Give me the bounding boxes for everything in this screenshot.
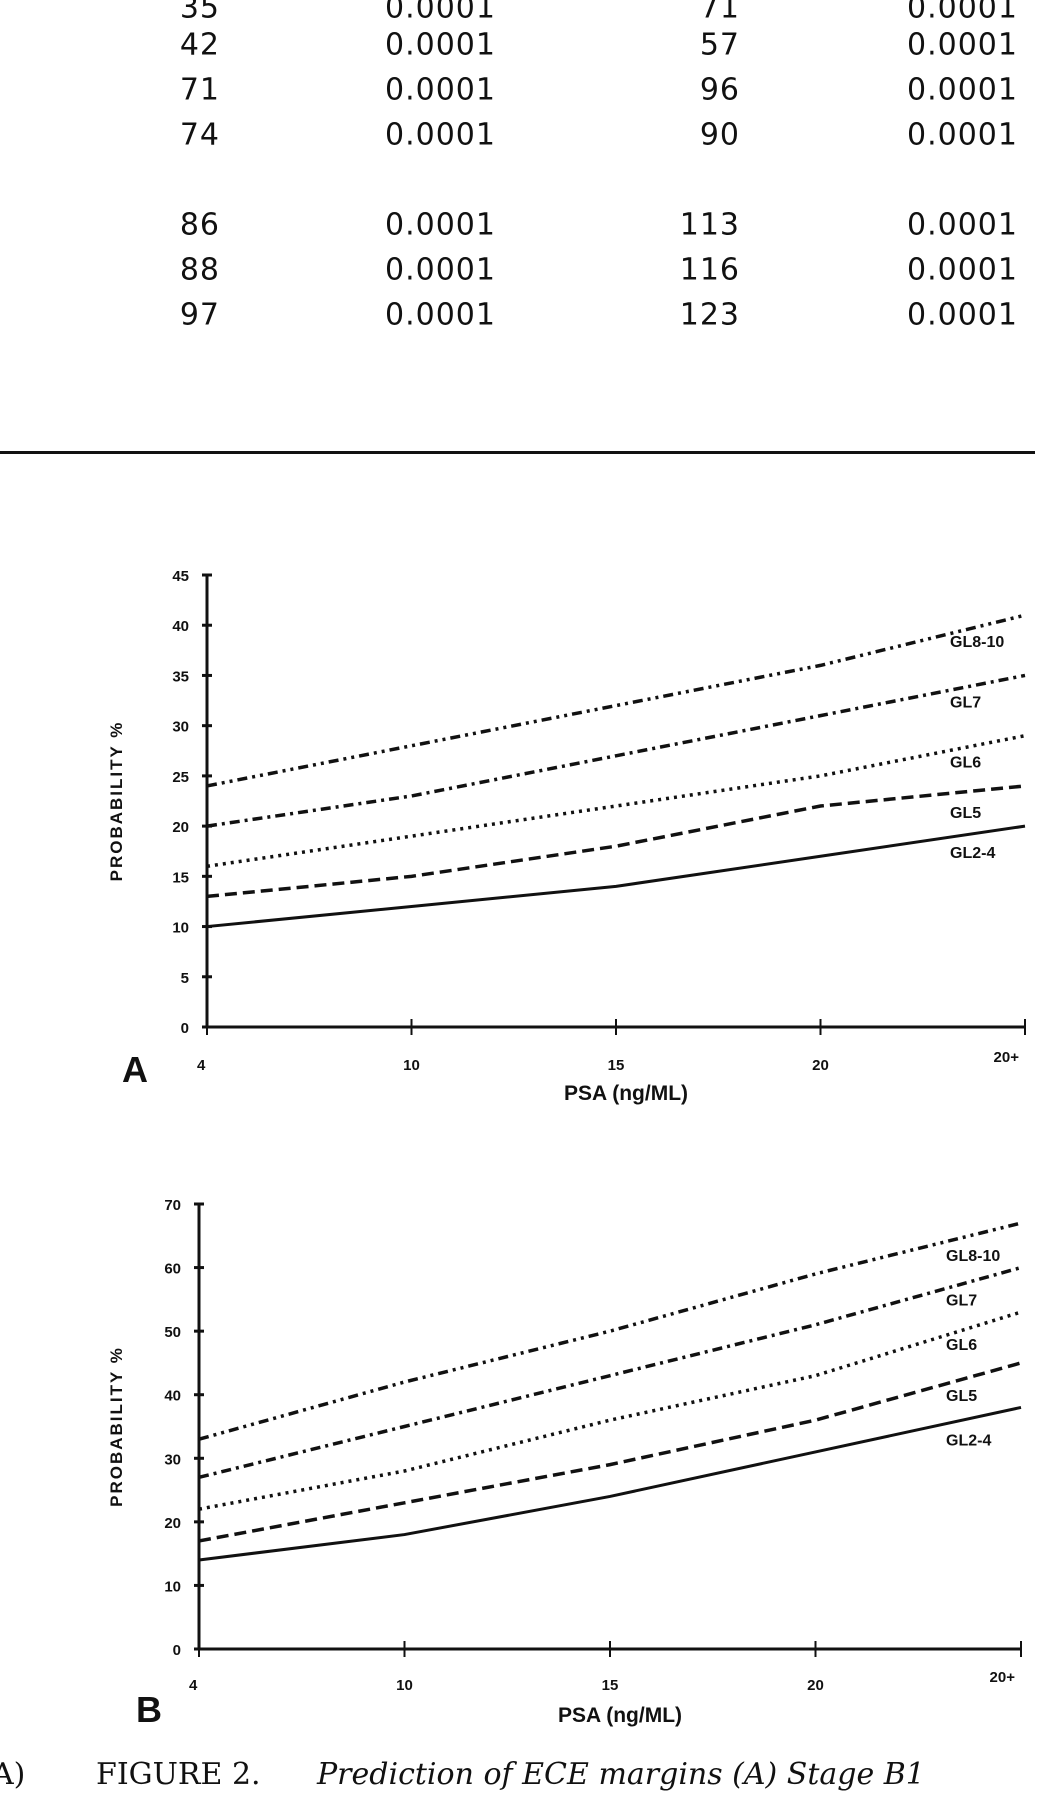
- x-tick-label: 4: [189, 1677, 198, 1694]
- x-tick-label: 15: [608, 1057, 625, 1074]
- x-tick-label: 10: [396, 1677, 413, 1694]
- table-cell: 0.0001: [385, 27, 496, 63]
- series-label: GL2-4: [946, 1432, 991, 1449]
- series-label: GL8-10: [950, 634, 1004, 651]
- y-tick-label: 50: [164, 1324, 181, 1341]
- table-cell: 90: [699, 117, 740, 153]
- y-tick-label: 70: [164, 1197, 181, 1214]
- series-label: GL5: [946, 1388, 977, 1405]
- x-tick-label: 4: [197, 1057, 206, 1074]
- table-cell: 88: [179, 252, 220, 288]
- y-tick-label: 35: [172, 668, 189, 685]
- table-cell: 0.0001: [907, 72, 1018, 108]
- y-axis-title: PROBABILITY %: [107, 721, 126, 882]
- series-line-gl7: [206, 673, 1026, 828]
- series-line-gl2-4: [198, 1405, 1022, 1562]
- y-tick-label: 0: [181, 1020, 189, 1037]
- y-tick-label: 5: [181, 970, 189, 987]
- y-tick-label: 0: [173, 1642, 181, 1659]
- series-label: GL7: [950, 694, 981, 711]
- series-label: GL7: [946, 1293, 977, 1310]
- table-cell: 0.0001: [385, 72, 496, 108]
- y-axis-title: PROBABILITY %: [107, 1346, 126, 1507]
- y-tick-label: 10: [172, 920, 189, 937]
- series-label: GL2-4: [950, 845, 995, 862]
- table-cell: 0.0001: [385, 207, 496, 243]
- table-cell: 123: [679, 297, 740, 333]
- series-line-gl8-10: [198, 1221, 1022, 1441]
- series-line-gl7: [198, 1265, 1022, 1480]
- table-cell: 35: [179, 0, 220, 26]
- figure-label: FIGURE 2.: [96, 1757, 261, 1792]
- series-label: GL8-10: [946, 1248, 1000, 1265]
- table-cell: 0.0001: [385, 297, 496, 333]
- table-cell: 113: [679, 207, 740, 243]
- table-cell: 74: [179, 117, 220, 153]
- table-cell: 96: [699, 72, 740, 108]
- table-divider: [0, 451, 1035, 454]
- series-line-gl5: [206, 784, 1026, 899]
- series-label: GL6: [950, 755, 981, 772]
- y-tick-label: 15: [172, 869, 189, 886]
- table-cell: 0.0001: [907, 297, 1018, 333]
- y-tick-label: 30: [164, 1451, 181, 1468]
- table-cell: 0.0001: [907, 207, 1018, 243]
- panel-label: A: [122, 1049, 148, 1090]
- table-cell: 0.0001: [385, 252, 496, 288]
- x-tick-label: 20+: [990, 1669, 1016, 1686]
- table-cell: 71: [179, 72, 220, 108]
- series-line-gl5: [198, 1361, 1022, 1543]
- table-cell: 0.0001: [907, 0, 1018, 26]
- x-axis-title: PSA (ng/ML): [558, 1704, 682, 1727]
- y-tick-label: 45: [172, 568, 189, 585]
- x-tick-label: 15: [602, 1677, 619, 1694]
- table-cell: 0.0001: [907, 27, 1018, 63]
- x-tick-label: 20+: [994, 1049, 1020, 1066]
- y-tick-label: 20: [164, 1515, 181, 1532]
- series-label: GL5: [950, 805, 981, 822]
- table-cell: 97: [179, 297, 220, 333]
- y-tick-label: 40: [164, 1388, 181, 1405]
- series-line-gl6: [198, 1310, 1022, 1511]
- y-tick-label: 40: [172, 618, 189, 635]
- figure-caption: Prediction of ECE margins (A) Stage B1: [317, 1757, 925, 1792]
- series-line-gl2-4: [206, 824, 1026, 929]
- table-cell: 116: [679, 252, 740, 288]
- y-tick-label: 25: [172, 769, 189, 786]
- table-cell: 0.0001: [385, 117, 496, 153]
- y-tick-label: 10: [164, 1578, 181, 1595]
- y-tick-label: 60: [164, 1261, 181, 1278]
- table-cell: 86: [179, 207, 220, 243]
- table-cell: 71: [699, 0, 740, 26]
- series-label: GL6: [946, 1337, 977, 1354]
- x-tick-label: 10: [403, 1057, 420, 1074]
- table-cell: 0.0001: [385, 0, 496, 26]
- x-tick-label: 20: [812, 1057, 829, 1074]
- x-axis-title: PSA (ng/ML): [564, 1082, 688, 1105]
- series-line-gl6: [206, 733, 1026, 869]
- x-tick-label: 20: [807, 1677, 824, 1694]
- table-cell: 57: [699, 27, 740, 63]
- table-cell: 0.0001: [907, 117, 1018, 153]
- panel-label: B: [136, 1689, 162, 1730]
- y-tick-label: 30: [172, 719, 189, 736]
- table-cell: 42: [179, 27, 220, 63]
- table-cell: 0.0001: [907, 252, 1018, 288]
- caption-fragment: A): [0, 1757, 26, 1792]
- y-tick-label: 20: [172, 819, 189, 836]
